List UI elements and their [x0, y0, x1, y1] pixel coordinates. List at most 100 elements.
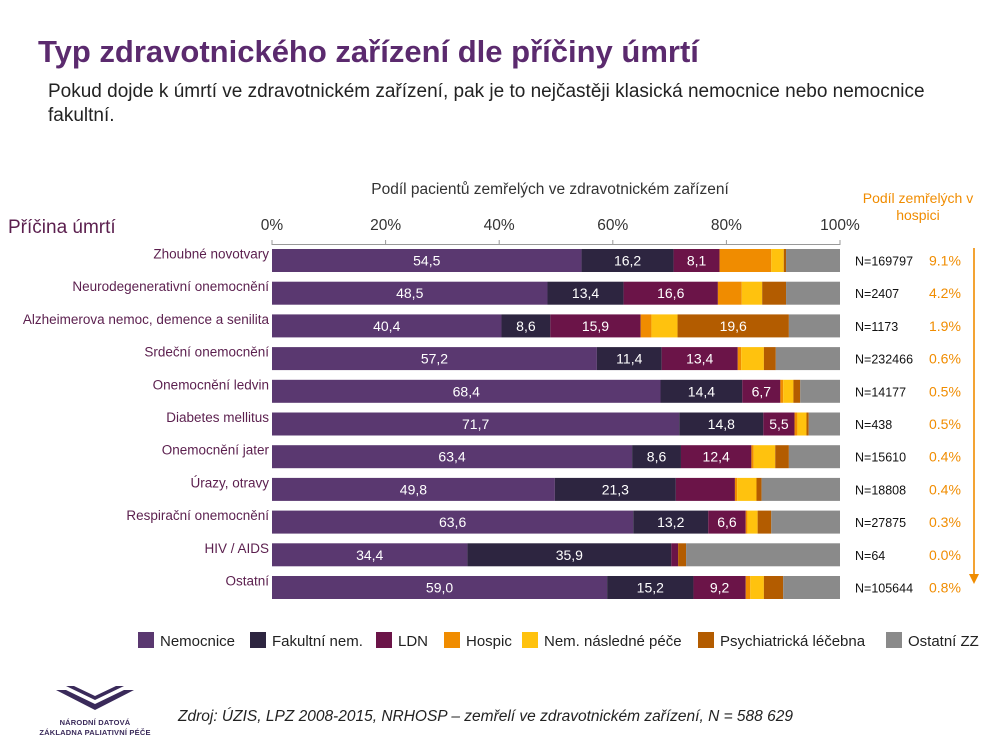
bar-segment — [708, 510, 746, 534]
bar-segment — [272, 412, 680, 436]
bar-segment — [581, 249, 674, 272]
bar-value-label: 13,4 — [686, 351, 713, 367]
bar-segment — [753, 445, 776, 469]
n-label: N=169797 — [855, 255, 913, 269]
bar-segment — [632, 445, 681, 469]
category-label: Úrazy, otravy — [190, 475, 269, 490]
legend-swatch — [250, 632, 266, 648]
legend-swatch — [138, 632, 154, 648]
bar-segment — [797, 412, 807, 436]
category-label: Ostatní — [225, 574, 269, 589]
n-label: N=15610 — [855, 451, 906, 465]
bar-value-label: 57,2 — [421, 351, 448, 367]
bar-segment — [680, 445, 752, 469]
legend-entry: Ostatní ZZ — [908, 633, 979, 650]
bar-segment — [771, 510, 840, 534]
bar-segment — [501, 314, 551, 338]
legend-swatch — [376, 632, 392, 648]
legend-entry: Nem. následné péče — [544, 633, 682, 650]
category-label: Neurodegenerativní onemocnění — [72, 279, 269, 294]
bar-segment — [272, 314, 502, 338]
legend-swatch — [886, 632, 902, 648]
bar-value-label: 59,0 — [426, 580, 453, 596]
bar-value-label: 14,8 — [708, 416, 735, 432]
stacked-bar-chart: Podíl pacientů zemřelých ve zdravotnické… — [8, 181, 979, 650]
hospice-share-value: 1.9% — [929, 318, 961, 334]
bar-segment — [554, 477, 676, 501]
hospice-trend-arrowhead — [969, 574, 979, 584]
bar-value-label: 12,4 — [703, 449, 730, 465]
bar-value-label: 63,6 — [439, 514, 466, 530]
bar-segment — [788, 445, 840, 469]
category-label: Srdeční onemocnění — [144, 345, 269, 360]
hospice-share-title: Podíl zemřelých v hospici — [863, 190, 973, 223]
hospice-share-value: 0.4% — [929, 449, 961, 465]
n-label: N=1173 — [855, 320, 898, 334]
bar-segment — [633, 510, 709, 534]
bar-value-label: 8,6 — [516, 318, 536, 334]
bar-value-label: 21,3 — [602, 481, 629, 497]
category-label: Onemocnění ledvin — [153, 377, 269, 392]
n-label: N=2407 — [855, 287, 899, 301]
bar-segment — [763, 576, 784, 599]
bar-value-label: 35,9 — [556, 547, 583, 563]
bar-segment — [719, 249, 772, 272]
bar-value-label: 54,5 — [413, 253, 440, 269]
bar-segment — [741, 281, 763, 305]
bar-value-label: 15,9 — [582, 318, 609, 334]
bar-value-label: 6,7 — [752, 383, 772, 399]
bar-segment — [550, 314, 641, 338]
bar-segment — [623, 281, 718, 305]
legend-entry: Hospic — [466, 633, 512, 650]
bar-segment — [786, 249, 840, 272]
category-label: Alzheimerova nemoc, demence a senilita — [23, 312, 270, 327]
bar-segment — [745, 576, 751, 599]
bar-segment — [596, 347, 662, 371]
bar-value-label: 15,2 — [637, 580, 664, 596]
bar-segment — [762, 281, 787, 305]
bar-segment — [763, 347, 776, 371]
bar-value-label: 6,6 — [717, 514, 737, 530]
bar-segment — [783, 249, 787, 272]
bar-segment — [661, 347, 738, 371]
bar-segment — [673, 249, 720, 272]
n-label: N=64 — [855, 549, 885, 563]
hospice-share-value: 0.0% — [929, 547, 961, 563]
bar-segment — [272, 379, 661, 403]
bar-value-label: 13,4 — [572, 285, 599, 301]
bar-segment — [678, 543, 687, 567]
bar-segment — [751, 445, 754, 469]
hospice-share-value: 0.6% — [929, 351, 961, 367]
x-tick-label: 80% — [711, 217, 742, 234]
category-label: Diabetes mellitus — [166, 410, 269, 425]
bar-segment — [806, 412, 809, 436]
legend-swatch — [444, 632, 460, 648]
legend-swatch — [522, 632, 538, 648]
category-label: HIV / AIDS — [204, 541, 269, 556]
bar-value-label: 49,8 — [400, 481, 427, 497]
bar-segment — [272, 347, 597, 371]
n-label: N=232466 — [855, 353, 913, 367]
legend-entry: Nemocnice — [160, 633, 235, 650]
bar-segment — [717, 281, 742, 305]
bar-segment — [775, 347, 840, 371]
bar-segment — [607, 576, 694, 599]
bar-segment — [788, 314, 840, 338]
bar-segment — [734, 477, 738, 501]
n-label: N=14177 — [855, 385, 906, 399]
bar-segment — [750, 576, 764, 599]
bar-segment — [783, 379, 794, 403]
n-label: N=105644 — [855, 582, 913, 596]
hospice-share-value: 4.2% — [929, 285, 961, 301]
bar-segment — [467, 543, 672, 567]
bar-segment — [272, 510, 634, 534]
hospice-share-value: 0.3% — [929, 514, 961, 530]
hospice-share-value: 0.5% — [929, 383, 961, 399]
page-title: Typ zdravotnického zařízení dle příčiny … — [38, 34, 699, 69]
bar-segment — [640, 314, 652, 338]
x-tick-label: 20% — [370, 217, 401, 234]
bar-value-label: 14,4 — [688, 383, 715, 399]
bar-segment — [794, 412, 798, 436]
category-label: Onemocnění jater — [162, 443, 270, 458]
bar-segment — [756, 477, 762, 501]
